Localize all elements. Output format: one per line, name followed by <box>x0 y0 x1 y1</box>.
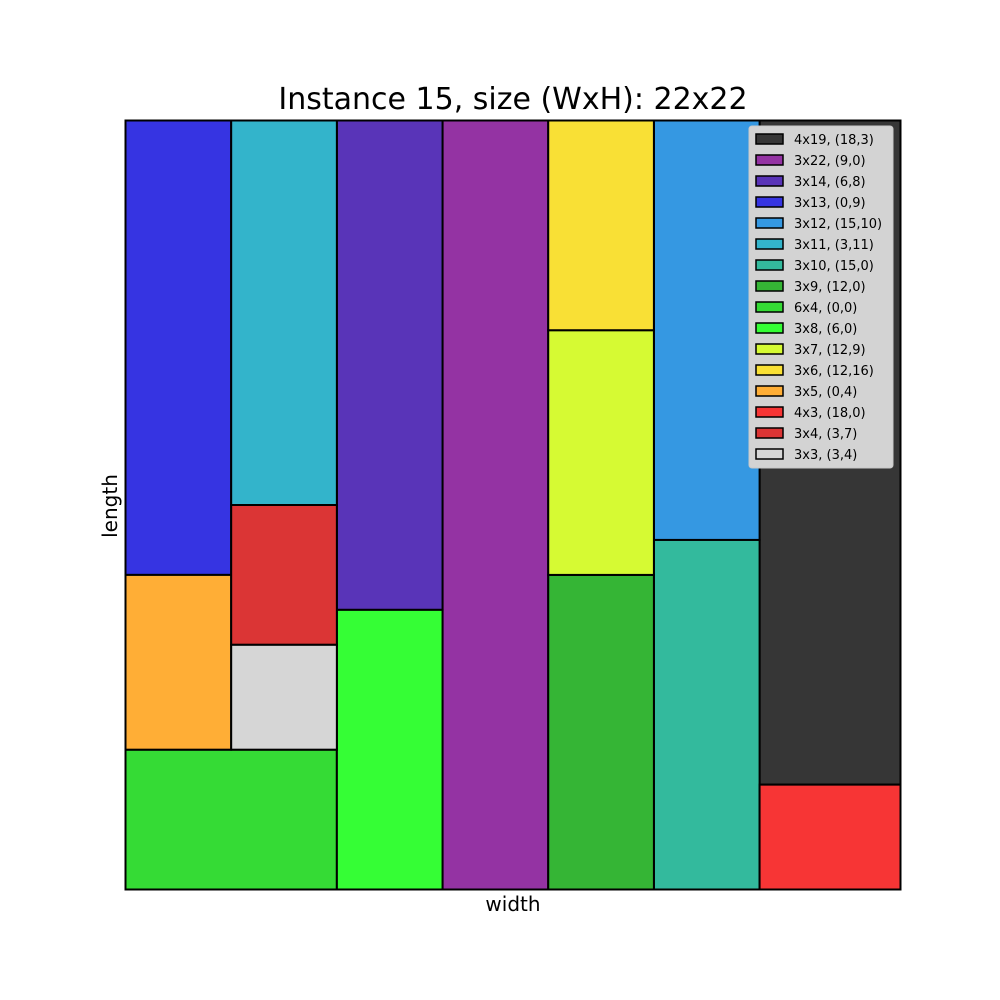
packed-rect-8 <box>124 748 338 891</box>
chart-title: Instance 15, size (WxH): 22x22 <box>278 82 748 117</box>
packed-rect-15 <box>230 643 338 751</box>
legend-label-1: 3x22, (9,0) <box>794 154 866 169</box>
legend-swatch-7 <box>755 280 784 292</box>
legend-label-0: 4x19, (18,3) <box>794 133 874 148</box>
legend-swatch-13 <box>755 406 784 418</box>
legend-swatch-12 <box>755 385 784 397</box>
legend-swatch-0 <box>755 133 784 145</box>
legend-label-6: 3x10, (15,0) <box>794 259 874 274</box>
legend-label-14: 3x4, (3,7) <box>794 427 857 442</box>
packed-rect-13 <box>758 783 902 891</box>
packed-rect-14 <box>230 504 338 646</box>
legend-swatch-6 <box>755 259 784 271</box>
packed-rect-1 <box>441 119 550 891</box>
packed-rect-9 <box>335 608 444 891</box>
packed-rect-5 <box>230 119 338 506</box>
legend: 4x19, (18,3) 3x22, (9,0) 3x14, (6,8) 3x13, … <box>748 125 894 469</box>
legend-label-11: 3x6, (12,16) <box>794 364 874 379</box>
packed-rect-11 <box>547 119 655 332</box>
legend-box <box>748 125 894 469</box>
packed-rect-12 <box>124 573 233 751</box>
packed-rect-4 <box>652 119 761 541</box>
legend-swatch-11 <box>755 364 784 376</box>
legend-swatch-10 <box>755 343 784 355</box>
legend-label-10: 3x7, (12,9) <box>794 343 866 358</box>
x-axis-label: width <box>485 892 541 916</box>
legend-label-2: 3x14, (6,8) <box>794 175 866 190</box>
packed-rect-2 <box>335 119 444 611</box>
legend-label-8: 6x4, (0,0) <box>794 301 857 316</box>
legend-label-12: 3x5, (0,4) <box>794 385 857 400</box>
legend-swatch-9 <box>755 322 784 334</box>
legend-swatch-15 <box>755 448 784 460</box>
legend-swatch-5 <box>755 238 784 250</box>
legend-swatch-14 <box>755 427 784 439</box>
packed-rect-7 <box>547 573 655 891</box>
legend-label-7: 3x9, (12,0) <box>794 280 866 295</box>
legend-label-15: 3x3, (3,4) <box>794 448 857 463</box>
legend-label-9: 3x8, (6,0) <box>794 322 857 337</box>
axes-frame <box>124 119 902 891</box>
packed-rect-6 <box>652 538 761 891</box>
legend-swatch-2 <box>755 175 784 187</box>
legend-swatch-3 <box>755 196 784 208</box>
legend-label-13: 4x3, (18,0) <box>794 406 866 421</box>
packed-rect-10 <box>547 329 655 576</box>
packed-rect-3 <box>124 119 233 576</box>
legend-swatch-1 <box>755 154 784 166</box>
legend-label-4: 3x12, (15,10) <box>794 217 882 232</box>
legend-swatch-8 <box>755 301 784 313</box>
legend-label-3: 3x13, (0,9) <box>794 196 866 211</box>
legend-swatch-4 <box>755 217 784 229</box>
legend-label-5: 3x11, (3,11) <box>794 238 874 253</box>
